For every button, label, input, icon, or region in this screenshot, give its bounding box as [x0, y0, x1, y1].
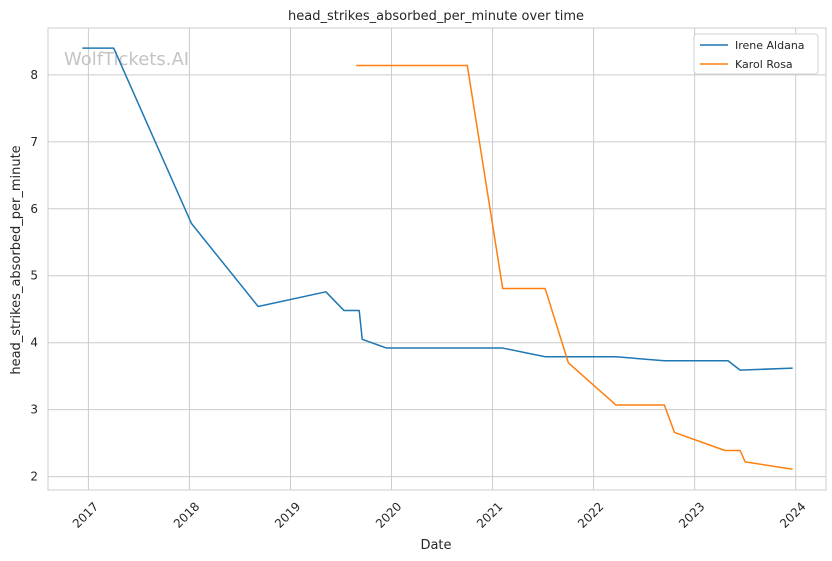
x-axis-label: Date: [420, 538, 451, 553]
legend-label-irene-aldana: Irene Aldana: [735, 39, 805, 52]
y-tick-label: 2: [30, 470, 38, 484]
watermark: WolfTickets.AI: [64, 49, 189, 70]
series-line-irene-aldana: [82, 47, 793, 371]
y-tick-label: 3: [30, 403, 38, 417]
legend: Irene Aldana Karol Rosa: [693, 33, 819, 75]
y-axis-label: head_strikes_absorbed_per_minute: [9, 145, 24, 374]
chart-title: head_strikes_absorbed_per_minute over ti…: [288, 9, 584, 24]
plot-area-frame: [47, 27, 827, 491]
y-tick-label: 4: [30, 336, 38, 350]
series-line-karol-rosa: [356, 64, 793, 470]
y-tick-label: 5: [30, 269, 38, 283]
legend-label-karol-rosa: Karol Rosa: [735, 58, 793, 71]
grid: [48, 28, 826, 490]
y-tick-label: 8: [30, 68, 38, 82]
y-tick-label: 7: [30, 135, 38, 149]
y-tick-label: 6: [30, 202, 38, 216]
series-lines: [82, 47, 793, 470]
